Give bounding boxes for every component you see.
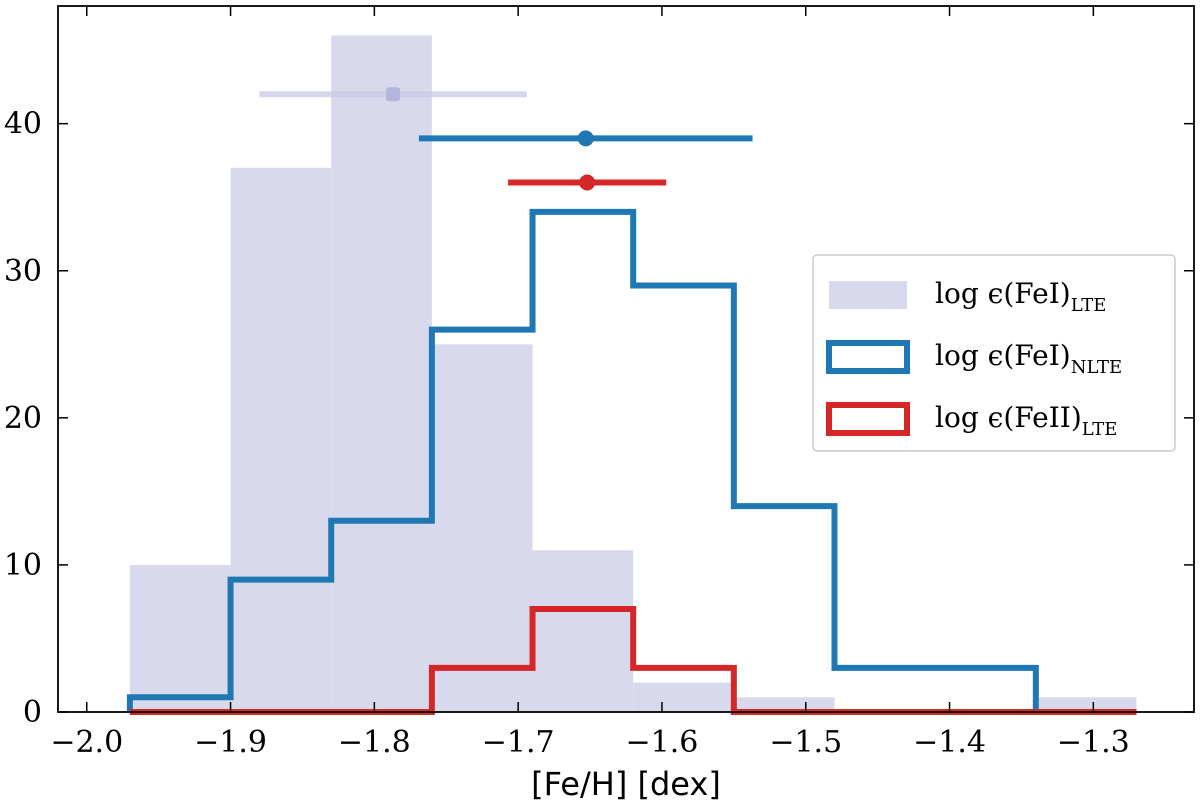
y-tick-label: 40 [4, 107, 42, 142]
error-bar-layer [259, 87, 753, 191]
error-bar-marker-feii-lte [579, 174, 596, 191]
legend-swatch-fei-nlte [826, 340, 910, 374]
x-tick-label: −1.7 [482, 725, 555, 760]
y-tick-label: 20 [4, 401, 42, 436]
bar-fei-lte-1 [230, 167, 332, 712]
x-tick-label: −1.8 [338, 725, 411, 760]
x-tick-label: −1.4 [913, 725, 986, 760]
x-tick-label: −1.3 [1057, 725, 1130, 760]
bar-fei-lte-2 [331, 35, 432, 712]
y-tick-label: 30 [4, 254, 42, 289]
y-tick-label: 0 [23, 695, 42, 730]
bar-fei-lte-3 [431, 344, 533, 712]
x-tick-label: −2.0 [50, 725, 123, 760]
bar-fei-lte-6 [733, 697, 835, 712]
legend-label-feii-lte: log ϵ(FeII)LTE [935, 401, 1117, 440]
bar-fei-lte-9 [1035, 697, 1137, 712]
bar-fei-lte-4 [532, 550, 634, 712]
legend-swatch-fei-lte [829, 281, 907, 309]
plot-frame [57, 5, 1195, 713]
legend-label-fei-nlte: log ϵ(FeI)NLTE [935, 339, 1122, 378]
legend-swatch-feii-lte [826, 402, 910, 436]
error-bar-marker-fei-lte [386, 87, 401, 102]
error-bar-marker-fei-nlte [577, 130, 594, 147]
x-tick-label: −1.9 [194, 725, 267, 760]
tick-layer: −2.0 −1.9 −1.8 −1.7 −1.6 −1.5 −1.4 −1.3 0 10 20 30 4… [4, 6, 1194, 760]
y-tick-label: 10 [4, 548, 42, 583]
x-tick-label: −1.6 [626, 725, 699, 760]
x-axis-label: [Fe/H] [dex] [531, 765, 721, 803]
bar-fei-lte-5 [633, 682, 734, 712]
x-tick-label: −1.5 [769, 725, 842, 760]
bar-fei-lte-0 [129, 564, 231, 712]
histogram-layer [126, 35, 1137, 715]
step-fei-nlte [126, 208, 1039, 712]
